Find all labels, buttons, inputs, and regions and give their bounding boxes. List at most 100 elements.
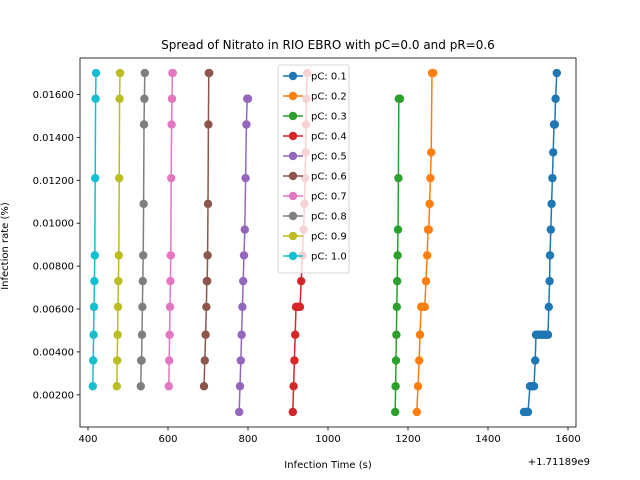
data-point xyxy=(91,173,100,183)
data-point xyxy=(413,382,423,391)
data-point xyxy=(112,382,122,391)
data-point xyxy=(138,302,147,312)
series-5 xyxy=(235,94,253,417)
data-point xyxy=(166,276,175,286)
data-point xyxy=(202,302,211,312)
x-axis-offset-label: +1.71189e9 xyxy=(528,457,590,468)
data-point xyxy=(429,68,438,78)
data-point xyxy=(91,68,101,78)
x-tick-label: 800 xyxy=(238,434,257,445)
data-point xyxy=(295,302,305,312)
legend-label: pC: 0.3 xyxy=(311,112,347,123)
series-line xyxy=(238,98,248,413)
y-tick-label: 0.00600 xyxy=(33,305,74,316)
data-point xyxy=(203,199,213,209)
data-point xyxy=(523,407,533,417)
data-point xyxy=(90,276,99,286)
series-2 xyxy=(412,68,438,417)
data-point xyxy=(425,199,434,209)
data-point xyxy=(239,276,248,286)
data-point xyxy=(551,94,560,103)
data-point xyxy=(164,382,173,391)
data-point xyxy=(140,94,149,103)
data-point xyxy=(113,356,122,365)
legend-swatch-marker xyxy=(288,171,298,181)
x-tick-label: 1400 xyxy=(475,434,500,445)
data-point xyxy=(545,276,554,286)
x-tick-label: 400 xyxy=(78,434,97,445)
data-point xyxy=(395,94,405,103)
data-point xyxy=(235,382,245,391)
legend-swatch-marker xyxy=(288,91,298,101)
legend-label: pC: 0.2 xyxy=(311,92,347,103)
y-tick-label: 0.01200 xyxy=(33,176,74,187)
data-point xyxy=(529,382,539,391)
series-10 xyxy=(88,68,101,391)
data-point xyxy=(297,276,306,286)
data-point xyxy=(548,173,557,183)
y-axis-label: Infection rate (%) xyxy=(0,202,11,290)
data-point xyxy=(168,68,177,78)
legend-label: pC: 1.0 xyxy=(311,252,347,263)
data-point xyxy=(544,302,553,312)
y-tick-label: 0.01600 xyxy=(33,90,74,101)
data-point xyxy=(89,356,98,365)
legend-swatch-marker xyxy=(288,111,298,121)
legend-swatch-marker xyxy=(288,231,298,241)
x-tick-label: 1200 xyxy=(395,434,420,445)
data-point xyxy=(291,330,300,339)
data-point xyxy=(412,407,421,417)
series-6 xyxy=(199,68,214,391)
data-point xyxy=(139,251,148,260)
data-point xyxy=(549,148,558,157)
data-point xyxy=(236,356,245,365)
data-point xyxy=(424,225,433,234)
data-point xyxy=(115,68,125,78)
legend-swatch-marker xyxy=(288,71,298,81)
data-point xyxy=(420,302,429,312)
series-7 xyxy=(164,68,177,391)
data-point xyxy=(543,330,553,339)
legend-swatch-marker xyxy=(288,251,298,261)
data-point xyxy=(200,356,209,365)
data-point xyxy=(238,302,247,312)
data-point xyxy=(391,407,400,417)
data-point xyxy=(531,356,540,365)
data-point xyxy=(290,356,299,365)
data-point xyxy=(240,225,249,234)
data-point xyxy=(393,251,402,260)
legend-label: pC: 0.4 xyxy=(311,132,347,143)
plot-area: 400 600 800 1000 1200 1400 1600 0.00200 0.00400 0… xyxy=(33,57,581,445)
legend-swatch-marker xyxy=(288,131,298,141)
data-point xyxy=(114,251,124,260)
data-point xyxy=(91,94,100,103)
data-point xyxy=(391,356,401,365)
data-point xyxy=(89,302,99,312)
data-point xyxy=(423,251,432,260)
data-point xyxy=(165,356,174,365)
data-point xyxy=(237,330,246,339)
data-point xyxy=(89,330,98,339)
data-point xyxy=(166,251,175,260)
data-point xyxy=(235,407,244,417)
data-point xyxy=(88,382,98,391)
data-point xyxy=(167,120,176,129)
legend-label: pC: 0.9 xyxy=(311,232,347,243)
legend-label: pC: 0.7 xyxy=(311,192,347,203)
data-point xyxy=(394,173,403,183)
x-axis-label: Infection Time (s) xyxy=(284,460,372,471)
data-point xyxy=(201,330,210,339)
x-tick-label: 1000 xyxy=(315,434,340,445)
data-point xyxy=(421,276,431,286)
data-point xyxy=(140,68,149,78)
data-point xyxy=(204,120,213,129)
legend-swatch-marker xyxy=(288,211,298,221)
chart-title: Spread of Nitrato in RIO EBRO with pC=0.… xyxy=(161,38,495,52)
legend-label: pC: 0.1 xyxy=(311,72,347,83)
legend-label: pC: 0.5 xyxy=(311,152,347,163)
data-point xyxy=(391,382,400,391)
x-tick-label: 600 xyxy=(158,434,177,445)
y-tick-label: 0.00400 xyxy=(33,347,74,358)
data-point xyxy=(165,330,174,339)
